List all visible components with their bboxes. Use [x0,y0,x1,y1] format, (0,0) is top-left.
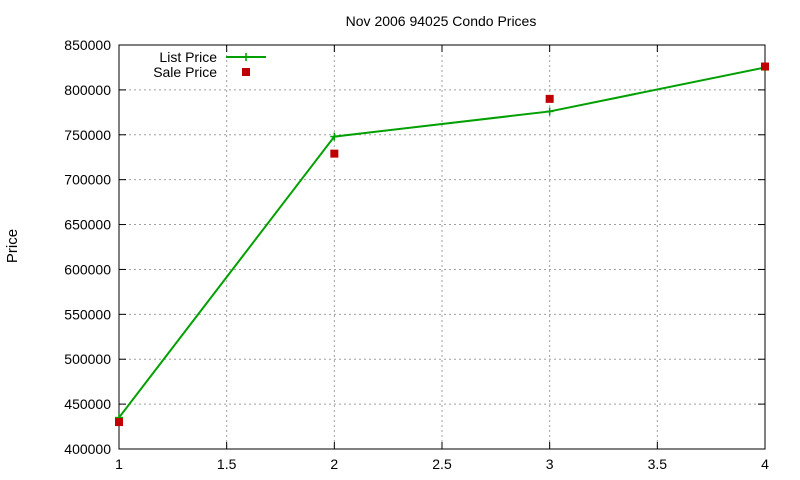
y-axis-label: Price [4,229,21,263]
axis-ticks: 1 1.5 2 2.5 3 3.5 4 400000 450000 500000 550000 600… [64,37,769,472]
x-tick-label: 4 [761,456,769,472]
data-point-marker [545,94,554,103]
data-point-marker [115,418,123,427]
series-line [118,66,766,419]
y-tick-label: 750000 [64,127,111,143]
chart-title: Nov 2006 94025 Condo Prices [346,13,537,29]
legend-marker [242,68,250,76]
y-tick-label: 550000 [64,306,111,322]
x-tick-label: 2 [330,456,338,472]
legend-label: List Price [159,49,217,65]
x-tick-label: 3 [546,456,554,472]
legend-label: Sale Price [153,64,217,80]
x-tick-label: 1 [115,456,123,472]
data-point-marker [761,62,769,71]
y-tick-label: 650000 [64,217,111,233]
series-0 [115,63,769,422]
y-tick-label: 850000 [64,37,111,53]
y-tick-label: 800000 [64,82,111,98]
y-tick-label: 450000 [64,396,111,412]
y-tick-label: 500000 [64,351,111,367]
x-tick-label: 3.5 [648,456,668,472]
grid [119,45,765,449]
x-tick-label: 1.5 [217,456,237,472]
series-layer [115,62,769,427]
data-point-marker [330,149,339,158]
y-tick-label: 600000 [64,261,111,277]
y-tick-label: 400000 [64,441,111,457]
y-tick-label: 700000 [64,172,111,188]
series-1 [115,62,769,427]
x-tick-label: 2.5 [432,456,452,472]
